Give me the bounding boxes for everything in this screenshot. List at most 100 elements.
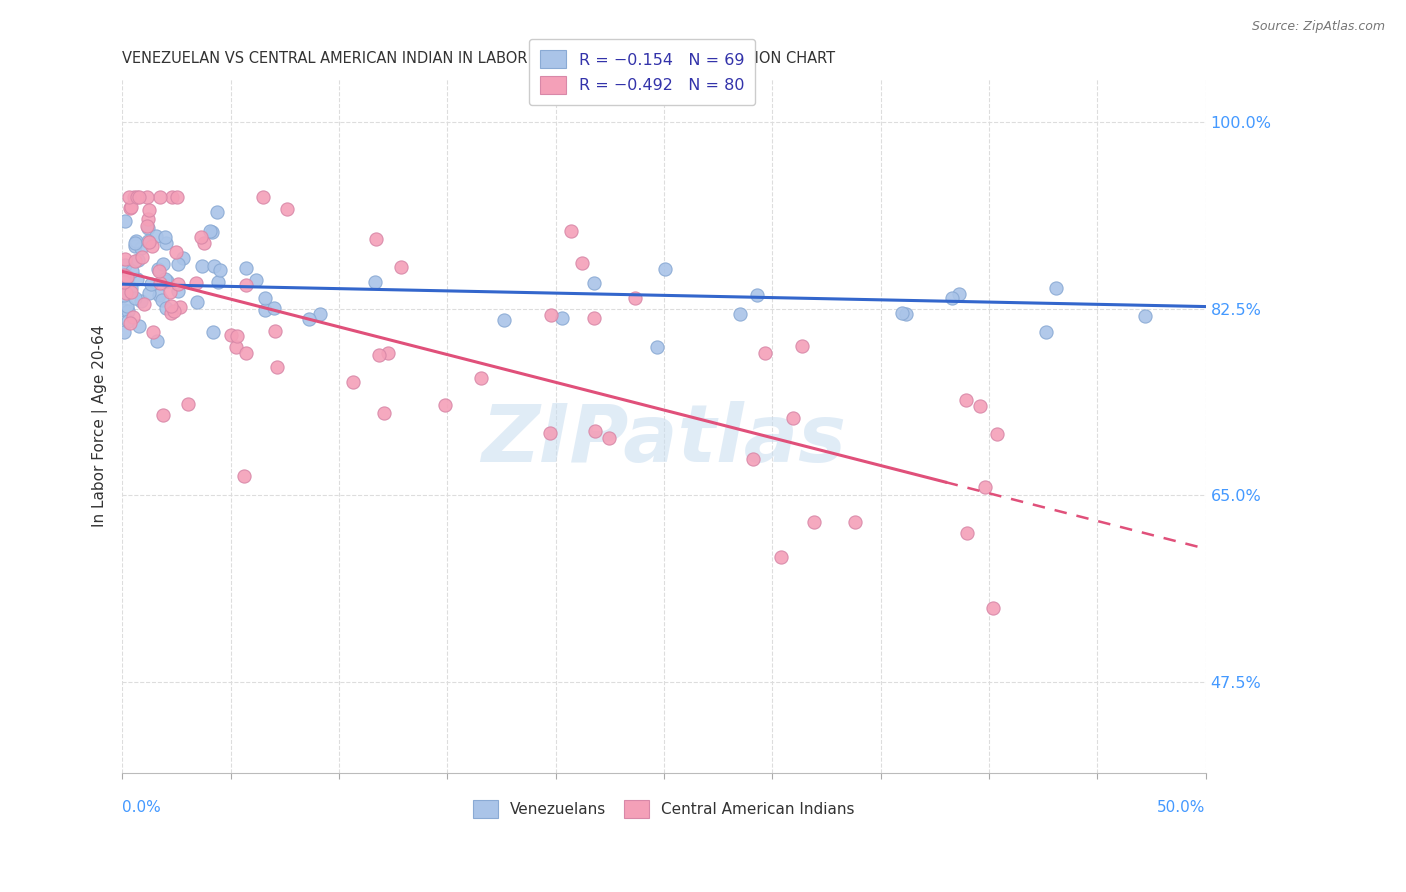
Point xyxy=(184,277,207,291)
Point xyxy=(389,260,412,274)
Point xyxy=(986,426,1008,441)
Point xyxy=(114,258,136,272)
Point xyxy=(136,212,159,227)
Point xyxy=(434,397,457,411)
Point xyxy=(114,214,136,228)
Point xyxy=(803,515,825,529)
Point xyxy=(654,261,676,276)
Point xyxy=(134,297,156,311)
Point xyxy=(166,277,188,291)
Text: Source: ZipAtlas.com: Source: ZipAtlas.com xyxy=(1251,20,1385,33)
Point xyxy=(149,276,172,290)
Point xyxy=(163,304,186,318)
Point xyxy=(138,235,160,249)
Point xyxy=(153,271,176,285)
Point xyxy=(142,325,165,339)
Point xyxy=(118,201,141,215)
Point xyxy=(198,224,221,238)
Point xyxy=(624,291,647,305)
Point xyxy=(373,406,395,420)
Point xyxy=(131,293,153,308)
Point xyxy=(470,370,492,384)
Text: ZIPatlas: ZIPatlas xyxy=(481,401,846,479)
Point xyxy=(112,326,135,340)
Point xyxy=(202,259,225,273)
Point xyxy=(112,275,135,289)
Point xyxy=(208,263,231,277)
Point xyxy=(202,325,225,339)
Point xyxy=(263,324,285,338)
Point xyxy=(235,278,257,293)
Point xyxy=(790,339,813,353)
Point xyxy=(124,239,146,253)
Point xyxy=(169,300,191,314)
Point xyxy=(1035,326,1057,340)
Point xyxy=(941,291,963,305)
Point xyxy=(948,287,970,301)
Point xyxy=(167,284,190,298)
Point xyxy=(205,204,228,219)
Point xyxy=(125,271,148,285)
Point xyxy=(207,275,229,289)
Point xyxy=(152,257,174,271)
Point xyxy=(225,339,247,353)
Point xyxy=(233,469,256,483)
Point xyxy=(155,229,177,244)
Point xyxy=(298,311,321,326)
Point xyxy=(118,190,141,204)
Point xyxy=(152,293,174,307)
Point xyxy=(117,269,139,284)
Point xyxy=(983,600,1005,615)
Point xyxy=(969,399,991,413)
Point xyxy=(166,190,188,204)
Y-axis label: In Labor Force | Age 20-64: In Labor Force | Age 20-64 xyxy=(93,325,108,527)
Point xyxy=(571,256,593,270)
Point xyxy=(974,480,997,494)
Point xyxy=(377,346,399,360)
Point xyxy=(152,408,174,422)
Point xyxy=(186,294,208,309)
Point xyxy=(308,306,330,320)
Point xyxy=(129,241,152,255)
Point xyxy=(115,286,138,301)
Text: 50.0%: 50.0% xyxy=(1157,799,1205,814)
Point xyxy=(645,340,668,354)
Point xyxy=(172,252,194,266)
Point xyxy=(136,219,159,234)
Point xyxy=(550,310,572,325)
Point xyxy=(245,273,267,287)
Point xyxy=(844,515,866,529)
Point xyxy=(122,310,145,325)
Point xyxy=(583,277,606,291)
Point xyxy=(191,259,214,273)
Point xyxy=(146,334,169,348)
Point xyxy=(148,263,170,277)
Point xyxy=(159,285,181,300)
Point xyxy=(128,319,150,334)
Point xyxy=(136,190,159,204)
Point xyxy=(124,235,146,250)
Point xyxy=(124,291,146,305)
Point xyxy=(560,224,582,238)
Point xyxy=(112,268,135,282)
Point xyxy=(730,307,752,321)
Point xyxy=(115,299,138,313)
Point xyxy=(136,220,159,235)
Point xyxy=(145,228,167,243)
Point xyxy=(118,316,141,330)
Point xyxy=(162,190,184,204)
Point xyxy=(221,327,243,342)
Point xyxy=(125,234,148,248)
Point xyxy=(266,359,288,374)
Point xyxy=(263,301,285,315)
Legend: Venezuelans, Central American Indians: Venezuelans, Central American Indians xyxy=(467,794,860,824)
Point xyxy=(769,550,792,565)
Point xyxy=(742,452,765,467)
Point xyxy=(492,313,515,327)
Point xyxy=(112,288,135,302)
Point xyxy=(955,392,977,407)
Point xyxy=(138,286,160,301)
Point xyxy=(136,234,159,248)
Point xyxy=(367,348,389,362)
Point xyxy=(1045,281,1067,295)
